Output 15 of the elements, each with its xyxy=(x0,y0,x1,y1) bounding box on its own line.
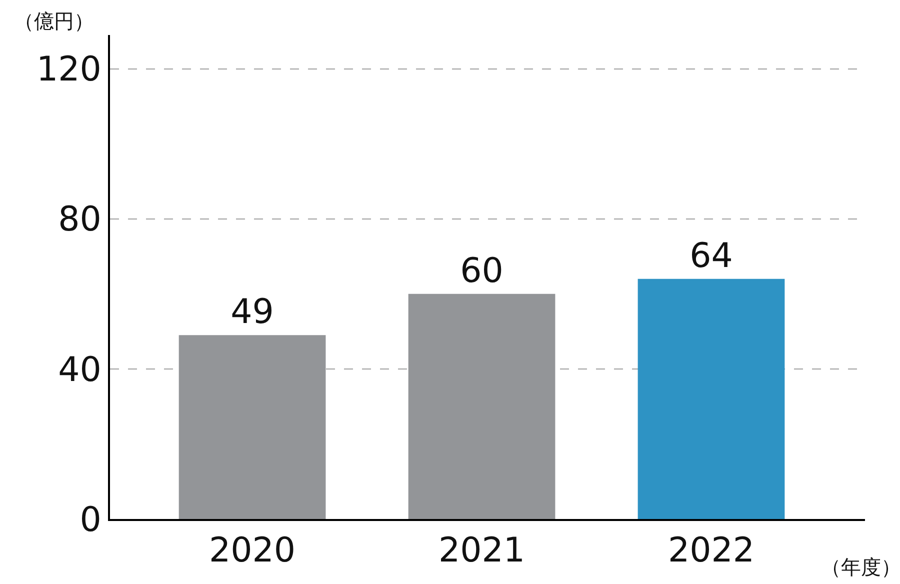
bar xyxy=(408,294,556,519)
y-tick-label: 80 xyxy=(58,200,102,240)
bar xyxy=(178,335,326,519)
bar xyxy=(638,278,785,519)
data-label: 64 xyxy=(690,236,733,276)
data-label: 49 xyxy=(230,292,274,332)
y-tick-label: 120 xyxy=(36,50,102,90)
x-tick-label: 2020 xyxy=(209,530,296,571)
y-axis-title: （億円） xyxy=(14,9,94,33)
x-tick-label: 2021 xyxy=(438,530,526,571)
data-label: 60 xyxy=(460,250,504,291)
y-tick-label: 40 xyxy=(58,350,102,390)
x-tick-label: 2022 xyxy=(668,530,755,571)
x-axis-title: （年度） xyxy=(821,555,900,579)
y-tick-label: 0 xyxy=(80,500,102,540)
